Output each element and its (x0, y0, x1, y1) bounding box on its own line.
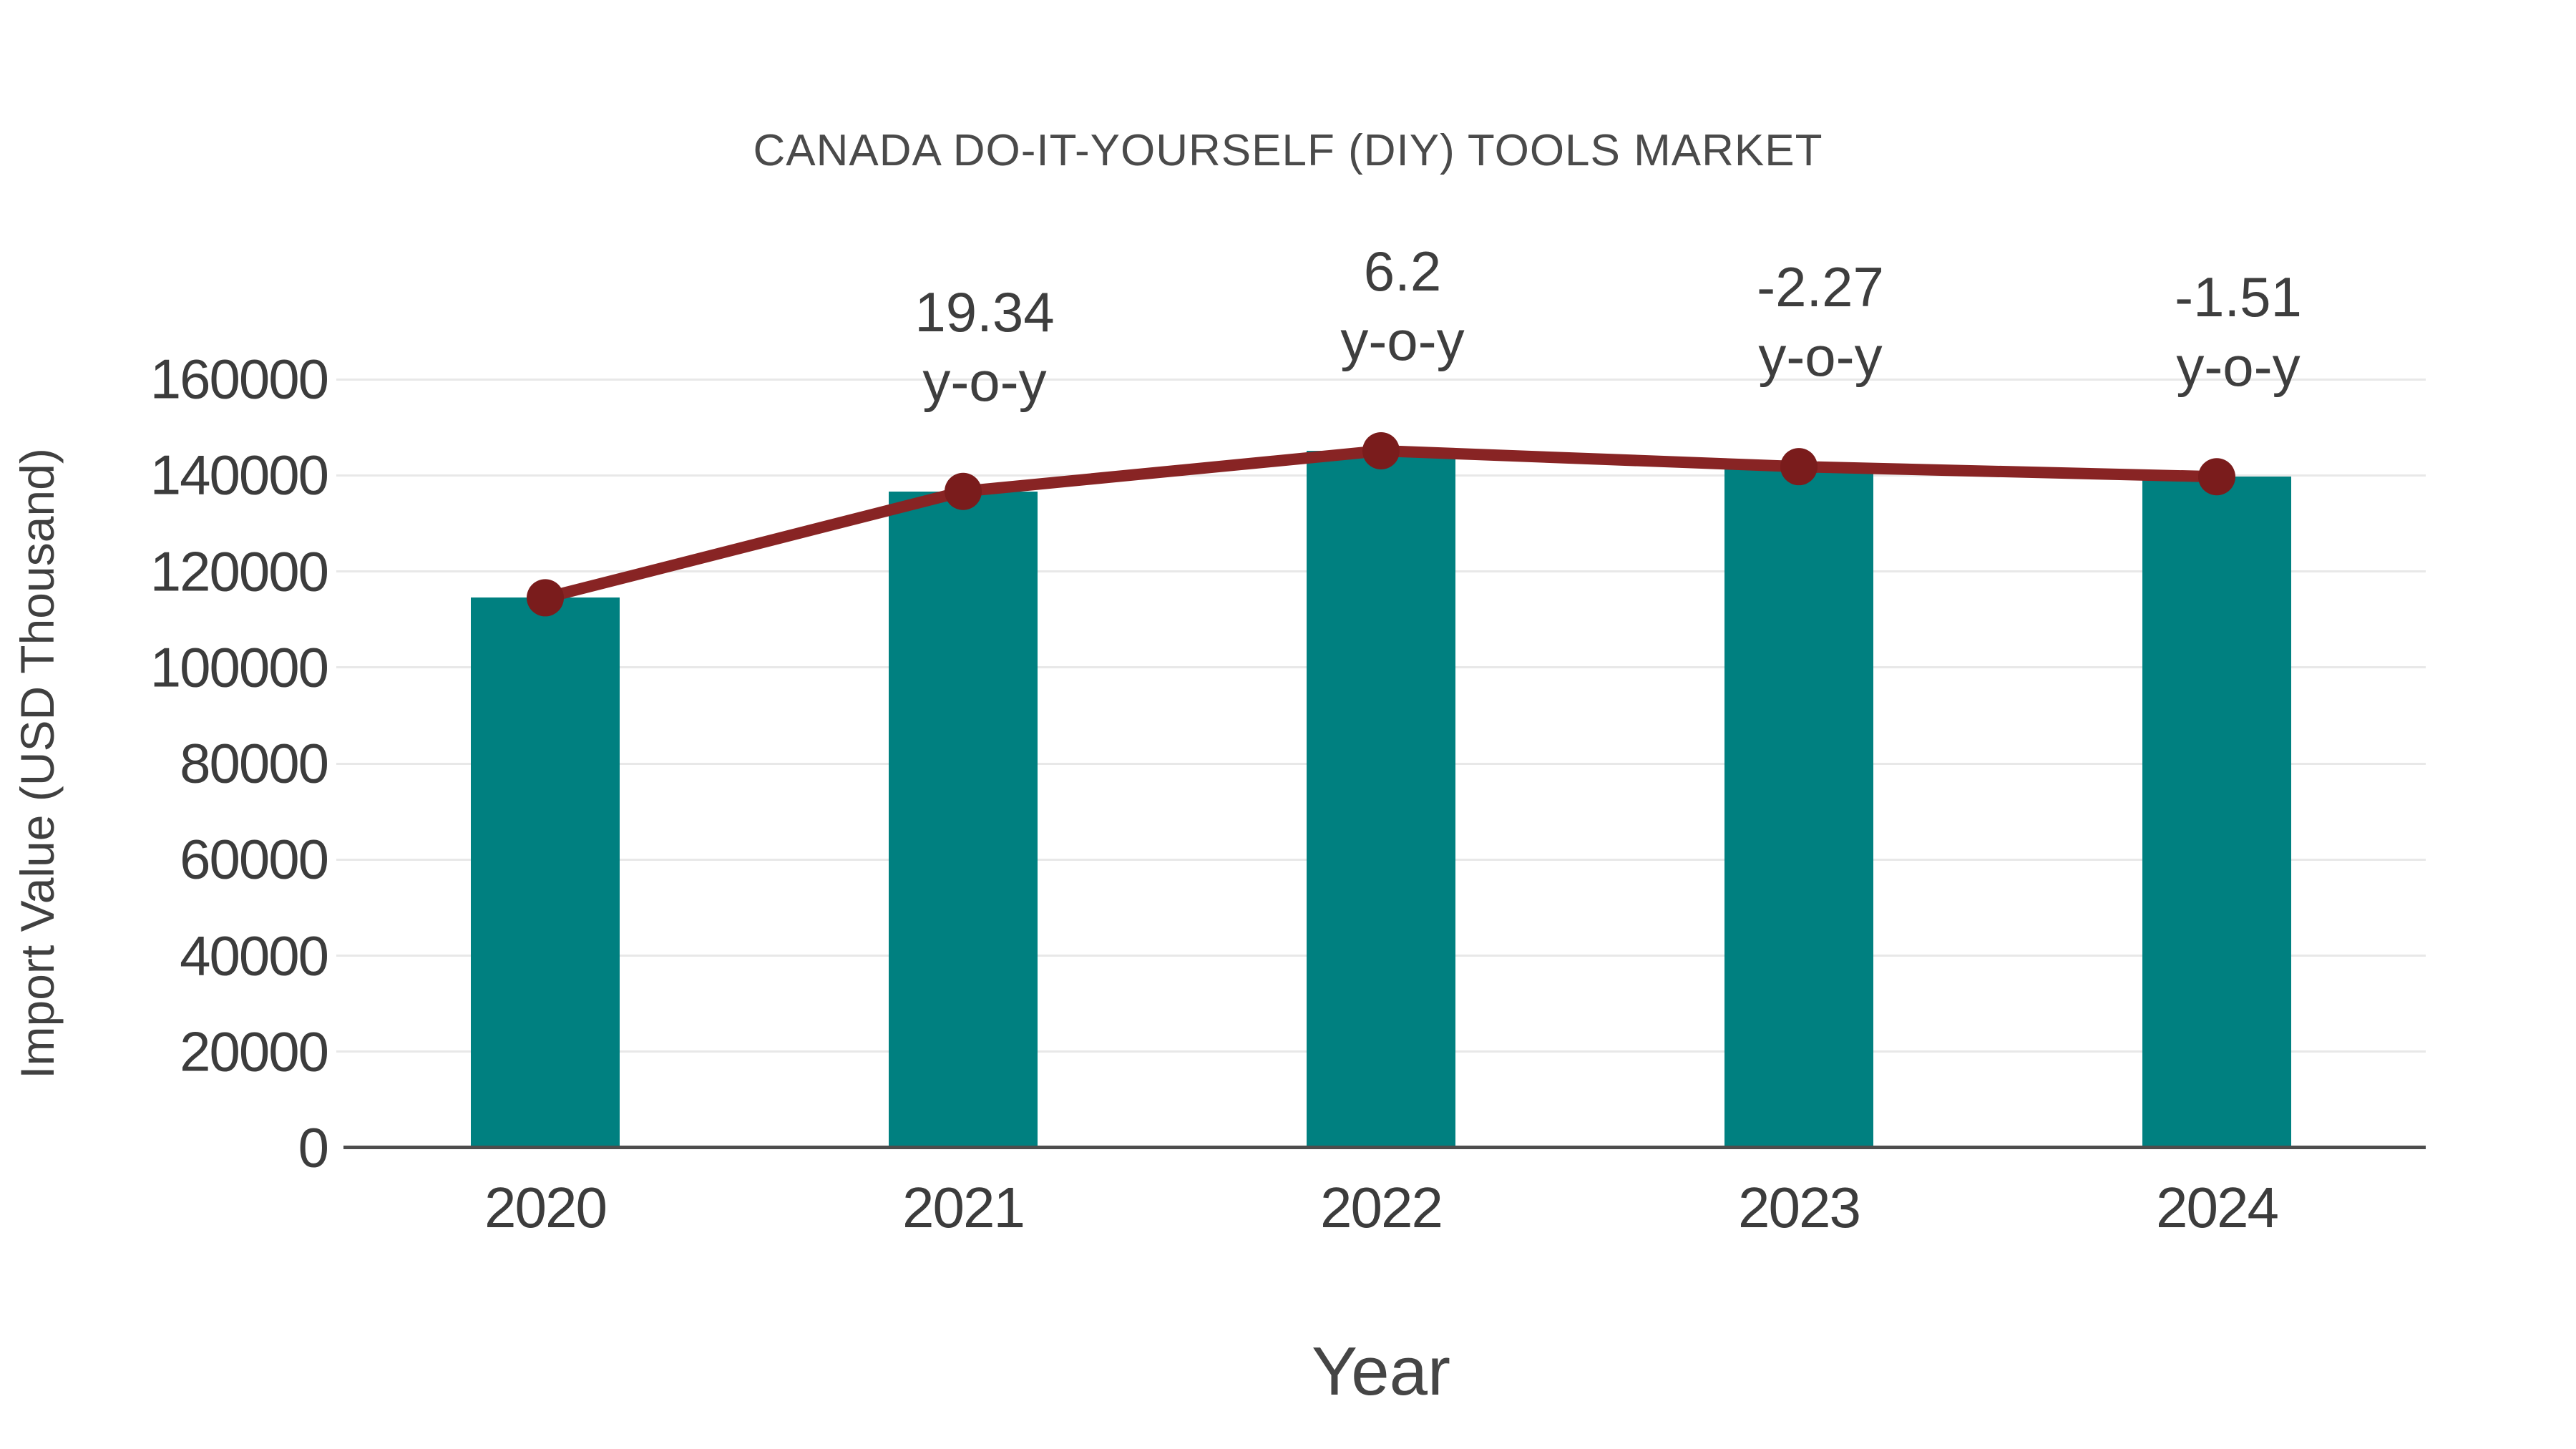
annotation-suffix-2024: y-o-y (2176, 335, 2301, 399)
y-tick-label-0: 0 (298, 1116, 329, 1179)
y-tick-label-140000: 140000 (150, 443, 329, 507)
bar-2022 (1307, 451, 1455, 1148)
bar-2020 (471, 597, 620, 1148)
x-tick-label-2021: 2021 (902, 1176, 1025, 1239)
bar-2024 (2142, 477, 2291, 1148)
y-tick-label-80000: 80000 (180, 731, 329, 795)
x-tick-label-2020: 2020 (484, 1176, 608, 1239)
y-tick-label-120000: 120000 (150, 540, 329, 602)
y-tick-label-160000: 160000 (150, 347, 329, 411)
x-tick-label-2024: 2024 (2156, 1176, 2279, 1239)
trend-marker-2021 (945, 472, 982, 510)
chart-title: CANADA DO-IT-YOURSELF (DIY) TOOLS MARKET (753, 126, 1823, 175)
annotation-2023: -2.27 y-o-y (1757, 253, 1884, 391)
x-tick-label-2022: 2022 (1320, 1176, 1443, 1239)
x-tick-label-2023: 2023 (1738, 1176, 1861, 1239)
y-tick-label-100000: 100000 (150, 635, 329, 699)
annotation-2024: -1.51 y-o-y (2175, 263, 2302, 401)
bar-2021 (889, 491, 1038, 1148)
y-tick-label-20000: 20000 (180, 1020, 329, 1083)
annotation-2021: 19.34 y-o-y (914, 278, 1054, 416)
trend-line (544, 445, 2218, 604)
annotation-value-2024: -1.51 (2175, 265, 2302, 329)
x-axis-line (343, 1146, 2426, 1149)
trend-marker-2023 (1780, 448, 1818, 486)
gridline-160000 (336, 378, 2426, 381)
annotation-value-2023: -2.27 (1757, 255, 1884, 319)
trend-marker-2022 (1362, 432, 1400, 470)
annotation-value-2021: 19.34 (914, 280, 1055, 343)
annotation-suffix-2022: y-o-y (1340, 309, 1465, 373)
annotation-suffix-2023: y-o-y (1758, 325, 1883, 389)
trend-marker-2020 (527, 579, 564, 617)
annotation-suffix-2021: y-o-y (922, 349, 1047, 413)
bar-2023 (1724, 467, 1873, 1148)
y-tick-label-40000: 40000 (180, 924, 329, 987)
trend-marker-2024 (2198, 458, 2235, 496)
annotation-value-2022: 6.2 (1363, 240, 1442, 303)
trend-line-svg (527, 432, 2235, 617)
plot-area: 0 20000 40000 60000 80000 100000 120000 140000 1… (150, 240, 2426, 1239)
y-axis-title: Import Value (USD Thousand) (11, 448, 64, 1079)
x-axis-title: Year (1312, 1333, 1450, 1410)
annotation-2022: 6.2 y-o-y (1340, 237, 1464, 376)
y-tick-label-60000: 60000 (180, 827, 329, 891)
